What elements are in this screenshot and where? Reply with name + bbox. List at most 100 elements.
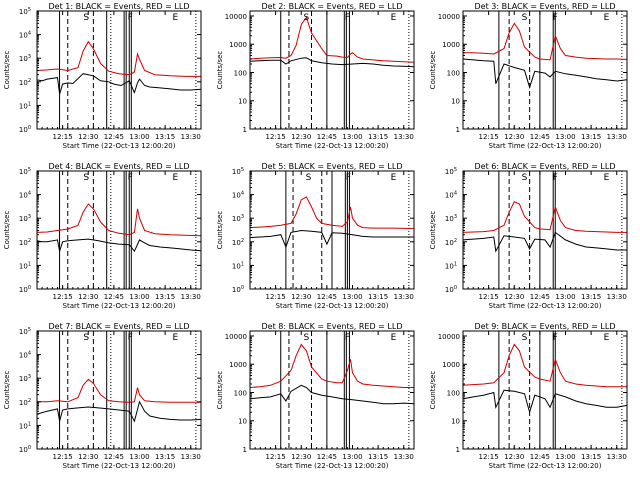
x-tick-label: 13:30 [394,293,414,301]
y-tick-label: 104 [232,191,244,200]
interval-marker-f: F [553,333,558,343]
x-tick-label: 12:30 [504,133,524,141]
y-tick-label: 104 [445,191,457,200]
x-tick-label: 13:00 [342,133,362,141]
y-tick-label: 1 [243,446,247,454]
y-tick-label: 100 [447,69,460,77]
plot-frame [36,330,202,450]
x-tick-label: 13:15 [368,453,388,461]
detector-plot-4: Det 4: BLACK = Events, RED = LLD S F E 100 10… [3,162,202,310]
y-tick-label: 105 [232,167,244,176]
detector-plot-9: Det 9: BLACK = Events, RED = LLD S F E 1 10 10… [429,322,628,470]
detector-plot-1: Det 1: BLACK = Events, RED = LLD S F E 100 10… [3,2,202,150]
interval-marker-f: F [128,333,133,343]
interval-marker-e: E [391,173,397,183]
x-tick-label: 12:30 [78,453,98,461]
plot-title: Det 2: BLACK = Events, RED = LLD [262,2,403,11]
detector-plot-5: Det 5: BLACK = Events, RED = LLD S F E 100 10… [216,162,415,310]
interval-marker-e: E [173,13,179,23]
y-tick-label: 10000 [225,13,247,21]
interval-marker-f: F [346,173,351,183]
plot-frame [462,10,628,130]
x-tick-label: 12:30 [291,133,311,141]
interval-marker-f: F [553,173,558,183]
y-tick-label: 1000 [229,361,247,369]
y-axis-label: Counts/sec [429,371,437,410]
plot-frame [249,330,415,450]
events-series-line [463,231,627,253]
y-tick-label: 1 [456,446,460,454]
y-tick-label: 10000 [438,13,460,21]
x-tick-label: 13:30 [394,453,414,461]
x-tick-label: 13:15 [581,293,601,301]
x-tick-label: 13:30 [394,133,414,141]
x-axis-label: Start Time (22-Oct-13 12:00:20) [276,142,389,150]
x-tick-label: 13:00 [555,453,575,461]
y-axis-label: Counts/sec [3,371,11,410]
y-tick-label: 1000 [229,41,247,49]
interval-marker-s: S [306,173,312,183]
x-tick-label: 13:00 [129,293,149,301]
plot-frame [249,10,415,130]
y-tick-label: 1 [243,126,247,134]
y-tick-label: 101 [19,421,31,430]
y-tick-label: 100 [19,125,31,134]
plot-title: Det 1: BLACK = Events, RED = LLD [49,2,190,11]
x-tick-label: 13:15 [155,133,175,141]
interval-marker-s: S [522,13,528,23]
x-tick-label: 13:00 [342,453,362,461]
x-tick-label: 13:30 [181,133,201,141]
lld-series-line [463,201,627,233]
events-series-line [37,238,201,253]
lld-series-line [250,16,414,63]
lld-series-line [463,22,627,61]
interval-marker-e: E [604,333,610,343]
x-tick-label: 12:15 [479,293,499,301]
interval-marker-f: F [128,173,133,183]
x-tick-label: 12:30 [291,293,311,301]
x-tick-label: 12:30 [504,293,524,301]
y-tick-label: 103 [445,214,457,223]
x-tick-label: 12:15 [53,453,73,461]
x-axis-label: Start Time (22-Oct-13 12:00:20) [489,462,602,470]
interval-marker-f: F [553,13,558,23]
x-tick-label: 12:45 [104,453,124,461]
events-series-line [463,58,627,89]
y-axis-label: Counts/sec [429,211,437,250]
events-series-line [250,229,414,249]
y-tick-label: 102 [19,398,31,407]
y-tick-label: 100 [234,389,247,397]
x-tick-label: 12:15 [266,293,286,301]
y-tick-label: 103 [232,214,244,223]
x-tick-label: 12:45 [530,133,550,141]
x-tick-label: 12:45 [530,453,550,461]
x-tick-label: 12:15 [53,293,73,301]
x-axis-label: Start Time (22-Oct-13 12:00:20) [63,142,176,150]
y-tick-label: 102 [445,238,457,247]
y-tick-label: 10000 [225,333,247,341]
plot-title: Det 5: BLACK = Events, RED = LLD [262,162,403,171]
plot-frame [462,170,628,290]
interval-marker-e: E [391,13,397,23]
y-tick-label: 102 [232,238,244,247]
x-tick-label: 13:30 [607,293,627,301]
plot-title: Det 3: BLACK = Events, RED = LLD [475,2,616,11]
y-tick-label: 1000 [442,41,460,49]
lld-series-line [37,378,201,403]
events-series-line [250,57,414,68]
interval-marker-s: S [83,333,89,343]
x-tick-label: 13:00 [555,293,575,301]
lld-series-line [37,203,201,237]
lld-series-line [250,343,414,388]
plot-title: Det 9: BLACK = Events, RED = LLD [475,322,616,331]
interval-marker-s: S [522,333,528,343]
interval-marker-s: S [522,173,528,183]
y-tick-label: 101 [19,261,31,270]
x-tick-label: 13:15 [155,293,175,301]
x-tick-label: 12:15 [266,453,286,461]
plot-frame [462,330,628,450]
x-tick-label: 12:15 [266,133,286,141]
x-tick-label: 12:15 [479,453,499,461]
